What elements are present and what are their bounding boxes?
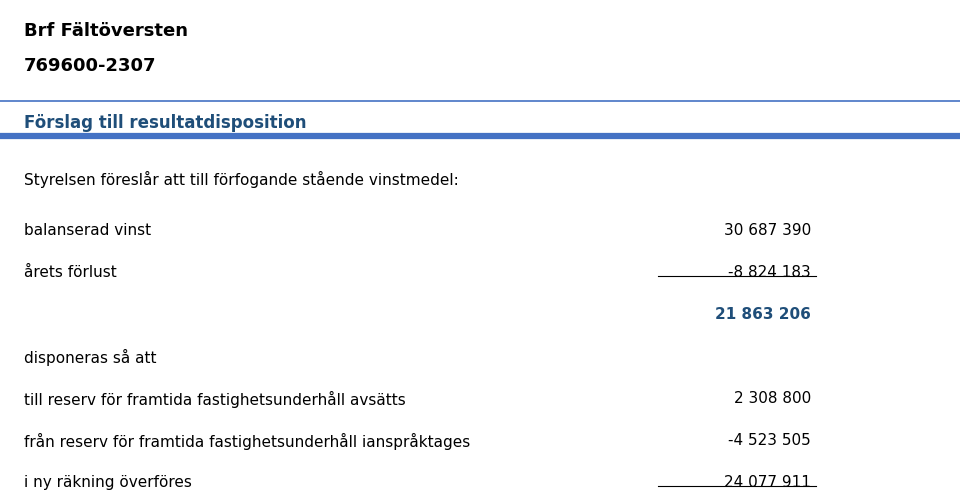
Text: i ny räkning överföres: i ny räkning överföres [24, 475, 192, 490]
Text: balanserad vinst: balanserad vinst [24, 223, 151, 238]
Text: -4 523 505: -4 523 505 [729, 433, 811, 448]
Text: 30 687 390: 30 687 390 [724, 223, 811, 238]
Text: -8 824 183: -8 824 183 [729, 265, 811, 280]
Text: Förslag till resultatdisposition: Förslag till resultatdisposition [24, 114, 306, 132]
Text: från reserv för framtida fastighetsunderhåll ianspråktages: från reserv för framtida fastighetsunder… [24, 433, 470, 450]
Text: till reserv för framtida fastighetsunderhåll avsätts: till reserv för framtida fastighetsunder… [24, 391, 406, 408]
Text: Brf Fältöversten: Brf Fältöversten [24, 22, 188, 40]
Text: Styrelsen föreslår att till förfogande stående vinstmedel:: Styrelsen föreslår att till förfogande s… [24, 171, 459, 188]
Text: 2 308 800: 2 308 800 [734, 391, 811, 406]
Text: disponeras så att: disponeras så att [24, 349, 156, 366]
Text: 24 077 911: 24 077 911 [725, 475, 811, 490]
Text: årets förlust: årets förlust [24, 265, 117, 280]
Text: 21 863 206: 21 863 206 [715, 307, 811, 322]
Text: 769600-2307: 769600-2307 [24, 57, 156, 75]
